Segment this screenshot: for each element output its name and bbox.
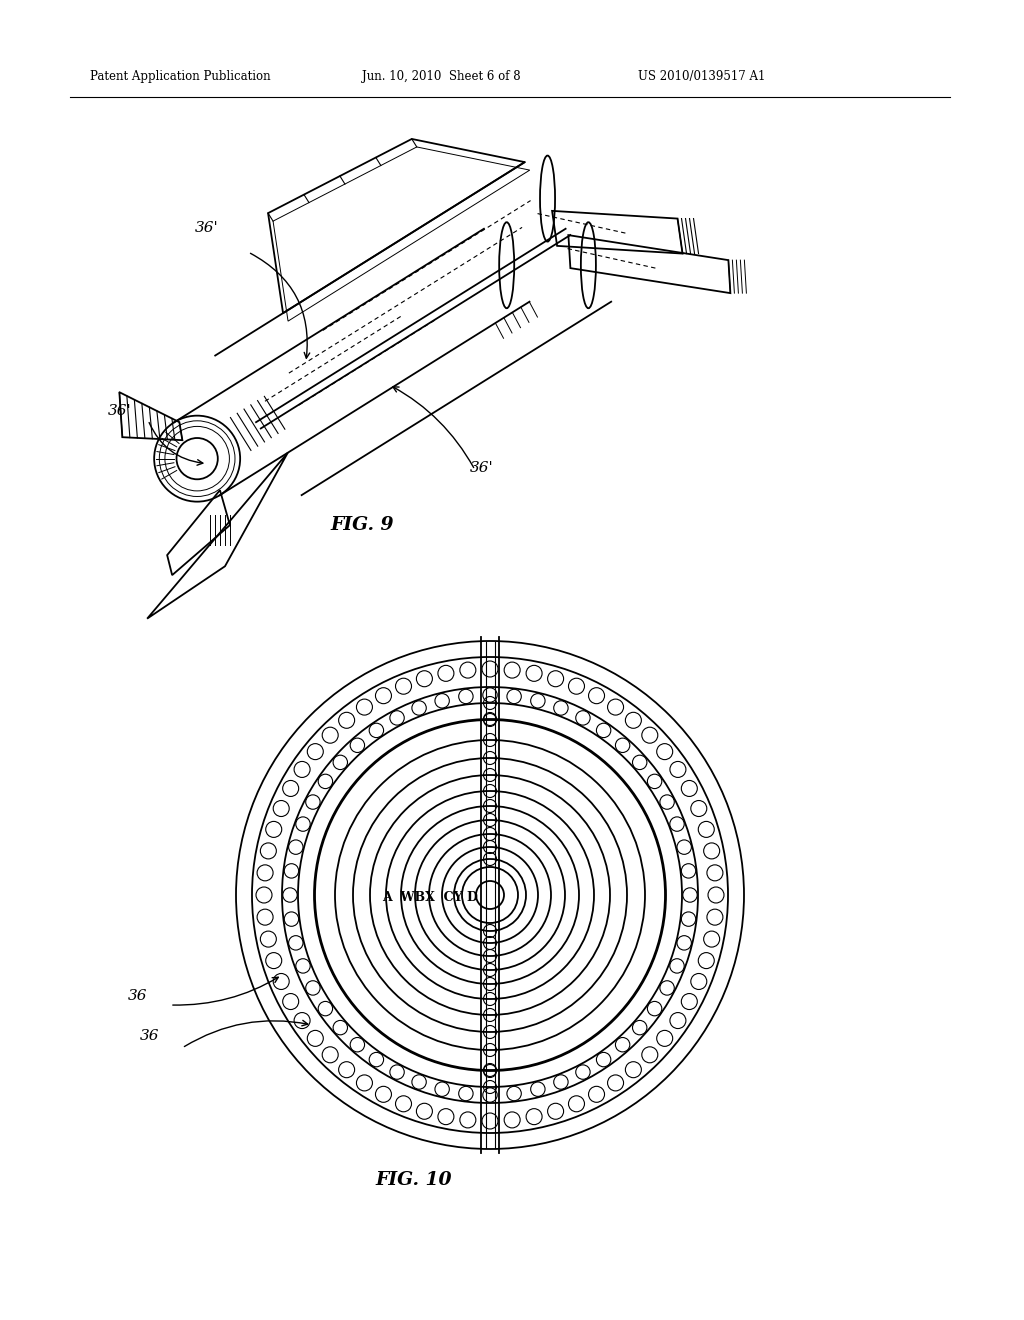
Text: FIG. 10: FIG. 10 bbox=[375, 1171, 452, 1189]
Text: 36': 36' bbox=[470, 461, 494, 475]
Text: FIG. 9: FIG. 9 bbox=[330, 516, 393, 535]
Text: US 2010/0139517 A1: US 2010/0139517 A1 bbox=[638, 70, 765, 83]
Text: 36': 36' bbox=[195, 220, 219, 235]
Text: 36: 36 bbox=[140, 1030, 160, 1043]
Text: 36': 36' bbox=[108, 404, 132, 418]
Text: Patent Application Publication: Patent Application Publication bbox=[90, 70, 270, 83]
Text: 36: 36 bbox=[128, 989, 147, 1003]
Text: Jun. 10, 2010  Sheet 6 of 8: Jun. 10, 2010 Sheet 6 of 8 bbox=[362, 70, 520, 83]
Text: A  WBX  CY D: A WBX CY D bbox=[382, 891, 478, 904]
